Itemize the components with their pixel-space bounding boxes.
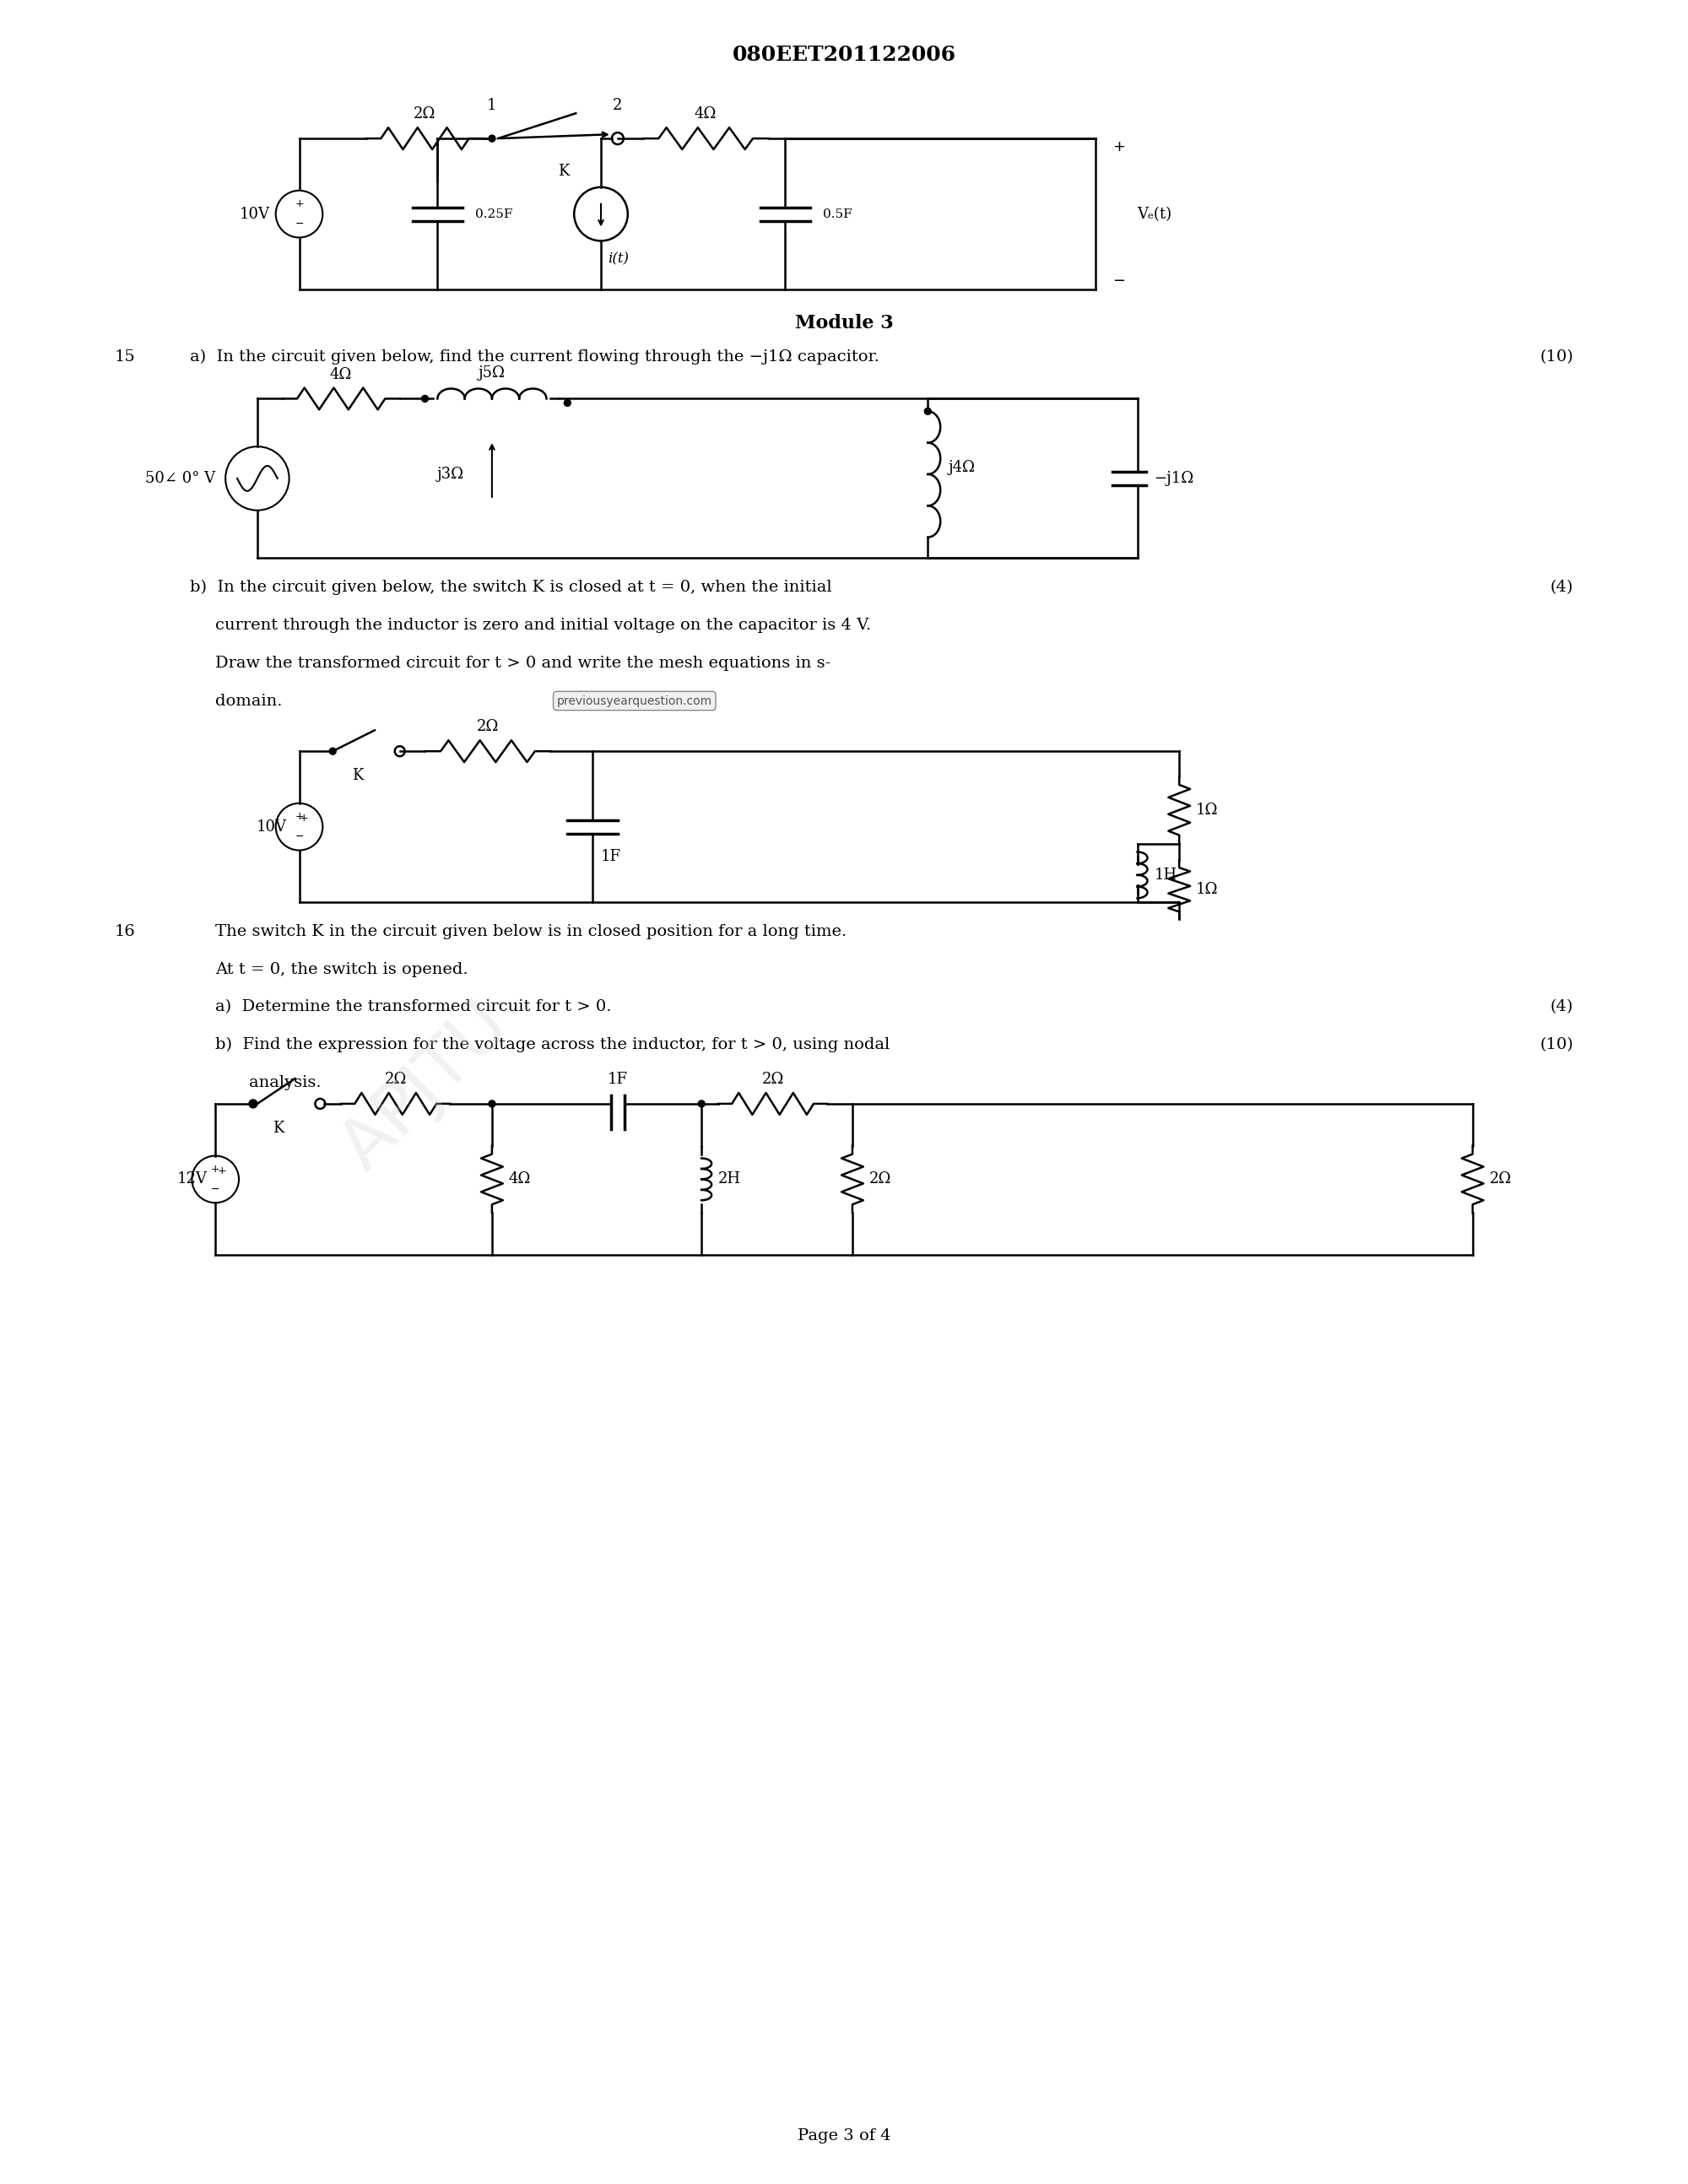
Text: 50∠ 0° V: 50∠ 0° V bbox=[145, 472, 216, 487]
Circle shape bbox=[329, 747, 336, 756]
Text: Vₑ(t): Vₑ(t) bbox=[1138, 207, 1171, 221]
Text: 080EET201122006: 080EET201122006 bbox=[733, 44, 955, 66]
Text: 2Ω: 2Ω bbox=[414, 107, 436, 122]
Text: 1H: 1H bbox=[1155, 867, 1177, 882]
Text: (10): (10) bbox=[1539, 349, 1573, 365]
Circle shape bbox=[564, 400, 571, 406]
Text: (10): (10) bbox=[1539, 1037, 1573, 1053]
Text: −: − bbox=[295, 832, 304, 843]
Text: 10V: 10V bbox=[257, 819, 287, 834]
Text: 2Ω: 2Ω bbox=[1489, 1171, 1512, 1186]
Text: 2Ω: 2Ω bbox=[385, 1072, 407, 1088]
Text: −: − bbox=[295, 218, 304, 229]
Text: 12V: 12V bbox=[177, 1171, 208, 1186]
Circle shape bbox=[422, 395, 429, 402]
Text: 2H: 2H bbox=[719, 1171, 741, 1186]
Text: 2Ω: 2Ω bbox=[476, 719, 500, 734]
Text: +: + bbox=[218, 1166, 226, 1177]
Text: 4Ω: 4Ω bbox=[694, 107, 717, 122]
Text: 2: 2 bbox=[613, 98, 623, 114]
Text: b)  Find the expression for the voltage across the inductor, for t > 0, using no: b) Find the expression for the voltage a… bbox=[216, 1037, 890, 1053]
Text: K: K bbox=[557, 164, 569, 179]
Text: domain.: domain. bbox=[216, 692, 282, 708]
Text: current through the inductor is zero and initial voltage on the capacitor is 4 V: current through the inductor is zero and… bbox=[216, 618, 871, 633]
Text: K: K bbox=[273, 1120, 284, 1136]
Text: 1F: 1F bbox=[601, 850, 621, 863]
Text: −: − bbox=[1112, 273, 1124, 288]
Text: 4Ω: 4Ω bbox=[508, 1171, 532, 1186]
Text: Module 3: Module 3 bbox=[795, 314, 893, 332]
Circle shape bbox=[488, 135, 495, 142]
Text: (4): (4) bbox=[1550, 1000, 1573, 1016]
Circle shape bbox=[925, 408, 932, 415]
Text: Page 3 of 4: Page 3 of 4 bbox=[797, 2129, 891, 2145]
Circle shape bbox=[699, 1101, 706, 1107]
Text: 1Ω: 1Ω bbox=[1197, 882, 1219, 898]
Text: (4): (4) bbox=[1550, 581, 1573, 594]
Text: 0.5F: 0.5F bbox=[824, 207, 852, 221]
Text: b)  In the circuit given below, the switch K is closed at t = 0, when the initia: b) In the circuit given below, the switc… bbox=[191, 579, 832, 596]
Text: 1F: 1F bbox=[608, 1072, 628, 1088]
Text: 15: 15 bbox=[115, 349, 135, 365]
Text: a)  In the circuit given below, find the current flowing through the −j1Ω capaci: a) In the circuit given below, find the … bbox=[191, 349, 879, 365]
Text: +: + bbox=[295, 199, 304, 210]
Text: The switch K in the circuit given below is in closed position for a long time.: The switch K in the circuit given below … bbox=[216, 924, 847, 939]
Text: 1Ω: 1Ω bbox=[1197, 802, 1219, 817]
Text: 1: 1 bbox=[488, 98, 496, 114]
Text: +: + bbox=[1112, 140, 1124, 155]
Text: 4Ω: 4Ω bbox=[329, 367, 353, 382]
Text: 2Ω: 2Ω bbox=[761, 1072, 783, 1088]
Text: j5Ω: j5Ω bbox=[478, 365, 505, 380]
Text: −: − bbox=[211, 1184, 219, 1195]
Text: 16: 16 bbox=[115, 924, 135, 939]
Circle shape bbox=[248, 1099, 257, 1107]
Text: j3Ω: j3Ω bbox=[437, 467, 464, 483]
Text: 0.25F: 0.25F bbox=[476, 207, 513, 221]
Text: analysis.: analysis. bbox=[248, 1075, 321, 1090]
Text: K: K bbox=[353, 769, 363, 784]
Text: +: + bbox=[299, 812, 307, 823]
Text: a)  Determine the transformed circuit for t > 0.: a) Determine the transformed circuit for… bbox=[216, 1000, 611, 1016]
Text: i(t): i(t) bbox=[608, 251, 628, 266]
Text: +: + bbox=[211, 1164, 219, 1175]
Text: 10V: 10V bbox=[240, 207, 270, 221]
Text: 2Ω: 2Ω bbox=[869, 1171, 891, 1186]
Text: APJTU: APJTU bbox=[327, 989, 522, 1184]
Text: j4Ω: j4Ω bbox=[949, 461, 976, 476]
Text: previousyearquestion.com: previousyearquestion.com bbox=[557, 695, 712, 708]
Text: −j1Ω: −j1Ω bbox=[1155, 472, 1193, 487]
Text: +: + bbox=[295, 810, 304, 821]
Text: Draw the transformed circuit for t > 0 and write the mesh equations in s-: Draw the transformed circuit for t > 0 a… bbox=[216, 655, 830, 670]
Circle shape bbox=[488, 1101, 495, 1107]
Text: At t = 0, the switch is opened.: At t = 0, the switch is opened. bbox=[216, 961, 468, 976]
